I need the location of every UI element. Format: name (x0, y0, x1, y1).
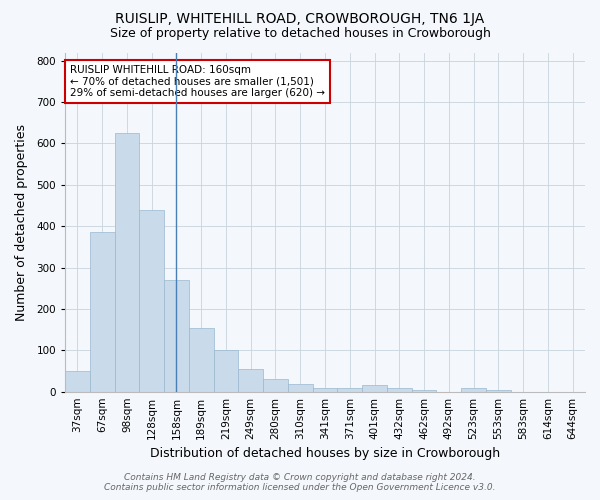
Bar (362, 386, 387, 392)
Text: Size of property relative to detached houses in Crowborough: Size of property relative to detached ho… (110, 28, 490, 40)
Bar (164, 280, 189, 392)
Text: RUISLIP WHITEHILL ROAD: 160sqm
← 70% of detached houses are smaller (1,501)
29% : RUISLIP WHITEHILL ROAD: 160sqm ← 70% of … (70, 65, 325, 98)
Bar (139, 210, 164, 392)
Bar (387, 388, 412, 392)
Bar (412, 390, 436, 392)
Bar (263, 380, 288, 392)
Y-axis label: Number of detached properties: Number of detached properties (15, 124, 28, 320)
X-axis label: Distribution of detached houses by size in Crowborough: Distribution of detached houses by size … (150, 447, 500, 460)
Bar (65, 371, 90, 392)
Bar (238, 369, 263, 392)
Bar (486, 390, 511, 392)
Bar (189, 328, 214, 392)
Bar (90, 232, 115, 392)
Text: Contains HM Land Registry data © Crown copyright and database right 2024.
Contai: Contains HM Land Registry data © Crown c… (104, 473, 496, 492)
Bar (214, 350, 238, 392)
Bar (337, 388, 362, 392)
Bar (115, 133, 139, 392)
Bar (313, 388, 337, 392)
Bar (288, 384, 313, 392)
Bar (461, 388, 486, 392)
Text: RUISLIP, WHITEHILL ROAD, CROWBOROUGH, TN6 1JA: RUISLIP, WHITEHILL ROAD, CROWBOROUGH, TN… (115, 12, 485, 26)
